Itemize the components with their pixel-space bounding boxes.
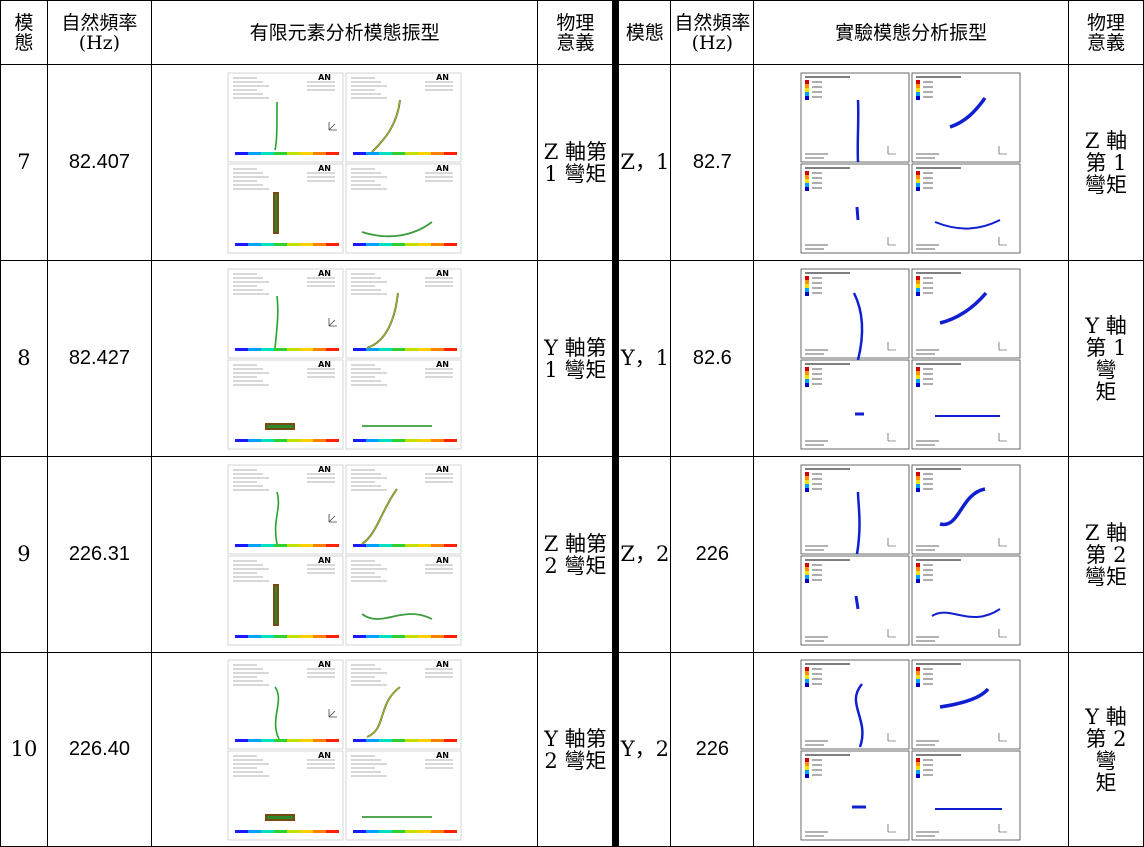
exp-panel (911, 555, 1021, 645)
header-exp-phys: 物理意義 (1068, 0, 1144, 65)
table-row: 7 82.407 AN AN AN AN Z 軸第 1 彎矩 Z，1 82.7 Z 軸… (0, 64, 1144, 261)
exp-mode-shape-figure (753, 456, 1070, 653)
fea-frequency: 82.407 (46, 64, 152, 261)
fea-panel: AN (227, 359, 344, 449)
exp-mode-label: Z，1 (612, 64, 672, 261)
fea-watermark: AN (436, 164, 449, 173)
fea-panel: AN (345, 750, 462, 840)
exp-frequency: 82.7 (670, 64, 755, 261)
fea-frequency: 226.40 (46, 652, 152, 847)
exp-physical-meaning: Y 軸 第 1 彎 矩 (1068, 260, 1144, 457)
exp-panel (800, 750, 910, 840)
fea-panel: AN (227, 163, 344, 253)
exp-mode-shape-figure (753, 652, 1070, 847)
fea-frequency: 226.31 (46, 456, 152, 653)
fea-physical-meaning: Y 軸第 1 彎矩 (537, 260, 617, 457)
fea-watermark: AN (436, 73, 449, 82)
fea-panel: AN (227, 268, 344, 358)
exp-physical-meaning: Z 軸第 2 彎矩 (1068, 456, 1144, 653)
mode-number: 8 (0, 260, 48, 457)
table-row: 9 226.31 AN AN AN AN Z 軸第 2 彎矩 Z，2 226 Z 軸第… (0, 456, 1144, 653)
exp-panel (911, 359, 1021, 449)
header-exp-mode: 模態 (612, 0, 672, 65)
fea-watermark: AN (318, 73, 331, 82)
exp-panel (800, 464, 910, 554)
fea-panel: AN (345, 464, 462, 554)
fea-watermark: AN (436, 660, 449, 669)
fea-mode-shape-figure: AN AN AN AN (150, 64, 539, 261)
fea-panel: AN (227, 72, 344, 162)
exp-panel (800, 555, 910, 645)
fea-watermark: AN (318, 556, 331, 565)
fea-watermark: AN (318, 660, 331, 669)
exp-panel (800, 72, 910, 162)
header-exp-shape: 實驗模態分析振型 (753, 0, 1070, 65)
exp-panel (800, 268, 910, 358)
fea-physical-meaning: Z 軸第 2 彎矩 (537, 456, 617, 653)
fea-watermark: AN (318, 360, 331, 369)
table-row: 10 226.40 AN AN AN AN Y 軸第 2 彎矩 Y，2 226 Y 軸… (0, 652, 1144, 847)
fea-panel: AN (227, 750, 344, 840)
mode-number: 9 (0, 456, 48, 653)
exp-panel (800, 359, 910, 449)
fea-watermark: AN (318, 164, 331, 173)
fea-panel: AN (345, 72, 462, 162)
fea-physical-meaning: Y 軸第 2 彎矩 (537, 652, 617, 847)
table-row: 8 82.427 AN AN AN AN Y 軸第 1 彎矩 Y，1 82.6 Y 軸… (0, 260, 1144, 457)
fea-watermark: AN (436, 360, 449, 369)
fea-watermark: AN (436, 465, 449, 474)
header-freq: 自然頻率(Hz) (46, 0, 152, 65)
fea-panel: AN (227, 659, 344, 749)
fea-panel: AN (345, 163, 462, 253)
exp-mode-shape-figure (753, 260, 1070, 457)
mode-number: 10 (0, 652, 48, 847)
exp-panel (911, 659, 1021, 749)
mode-number: 7 (0, 64, 48, 261)
header-fea-shape: 有限元素分析模態振型 (150, 0, 539, 65)
fea-panel: AN (345, 659, 462, 749)
exp-mode-label: Z，2 (612, 456, 672, 653)
fea-frequency: 82.427 (46, 260, 152, 457)
exp-frequency: 82.6 (670, 260, 755, 457)
fea-panel: AN (227, 555, 344, 645)
fea-watermark: AN (318, 751, 331, 760)
fea-watermark: AN (318, 269, 331, 278)
exp-physical-meaning: Z 軸第 1 彎矩 (1068, 64, 1144, 261)
fea-panel: AN (345, 359, 462, 449)
fea-panel: AN (345, 268, 462, 358)
header-phys: 物理意義 (537, 0, 617, 65)
exp-frequency: 226 (670, 652, 755, 847)
fea-panel: AN (227, 464, 344, 554)
fea-physical-meaning: Z 軸第 1 彎矩 (537, 64, 617, 261)
fea-watermark: AN (436, 556, 449, 565)
exp-frequency: 226 (670, 456, 755, 653)
header-exp-freq: 自然頻率(Hz) (670, 0, 755, 65)
exp-panel (911, 163, 1021, 253)
fea-watermark: AN (436, 751, 449, 760)
exp-panel (800, 163, 910, 253)
exp-mode-shape-figure (753, 64, 1070, 261)
fea-mode-shape-figure: AN AN AN AN (150, 456, 539, 653)
exp-physical-meaning: Y 軸 第 2 彎 矩 (1068, 652, 1144, 847)
fea-mode-shape-figure: AN AN AN AN (150, 260, 539, 457)
fea-mode-shape-figure: AN AN AN AN (150, 652, 539, 847)
fea-panel: AN (345, 555, 462, 645)
fea-watermark: AN (318, 465, 331, 474)
exp-panel (800, 659, 910, 749)
header-mode: 模態 (0, 0, 48, 65)
exp-panel (911, 750, 1021, 840)
exp-panel (911, 464, 1021, 554)
exp-mode-label: Y，1 (612, 260, 672, 457)
exp-panel (911, 268, 1021, 358)
exp-mode-label: Y，2 (612, 652, 672, 847)
fea-watermark: AN (436, 269, 449, 278)
